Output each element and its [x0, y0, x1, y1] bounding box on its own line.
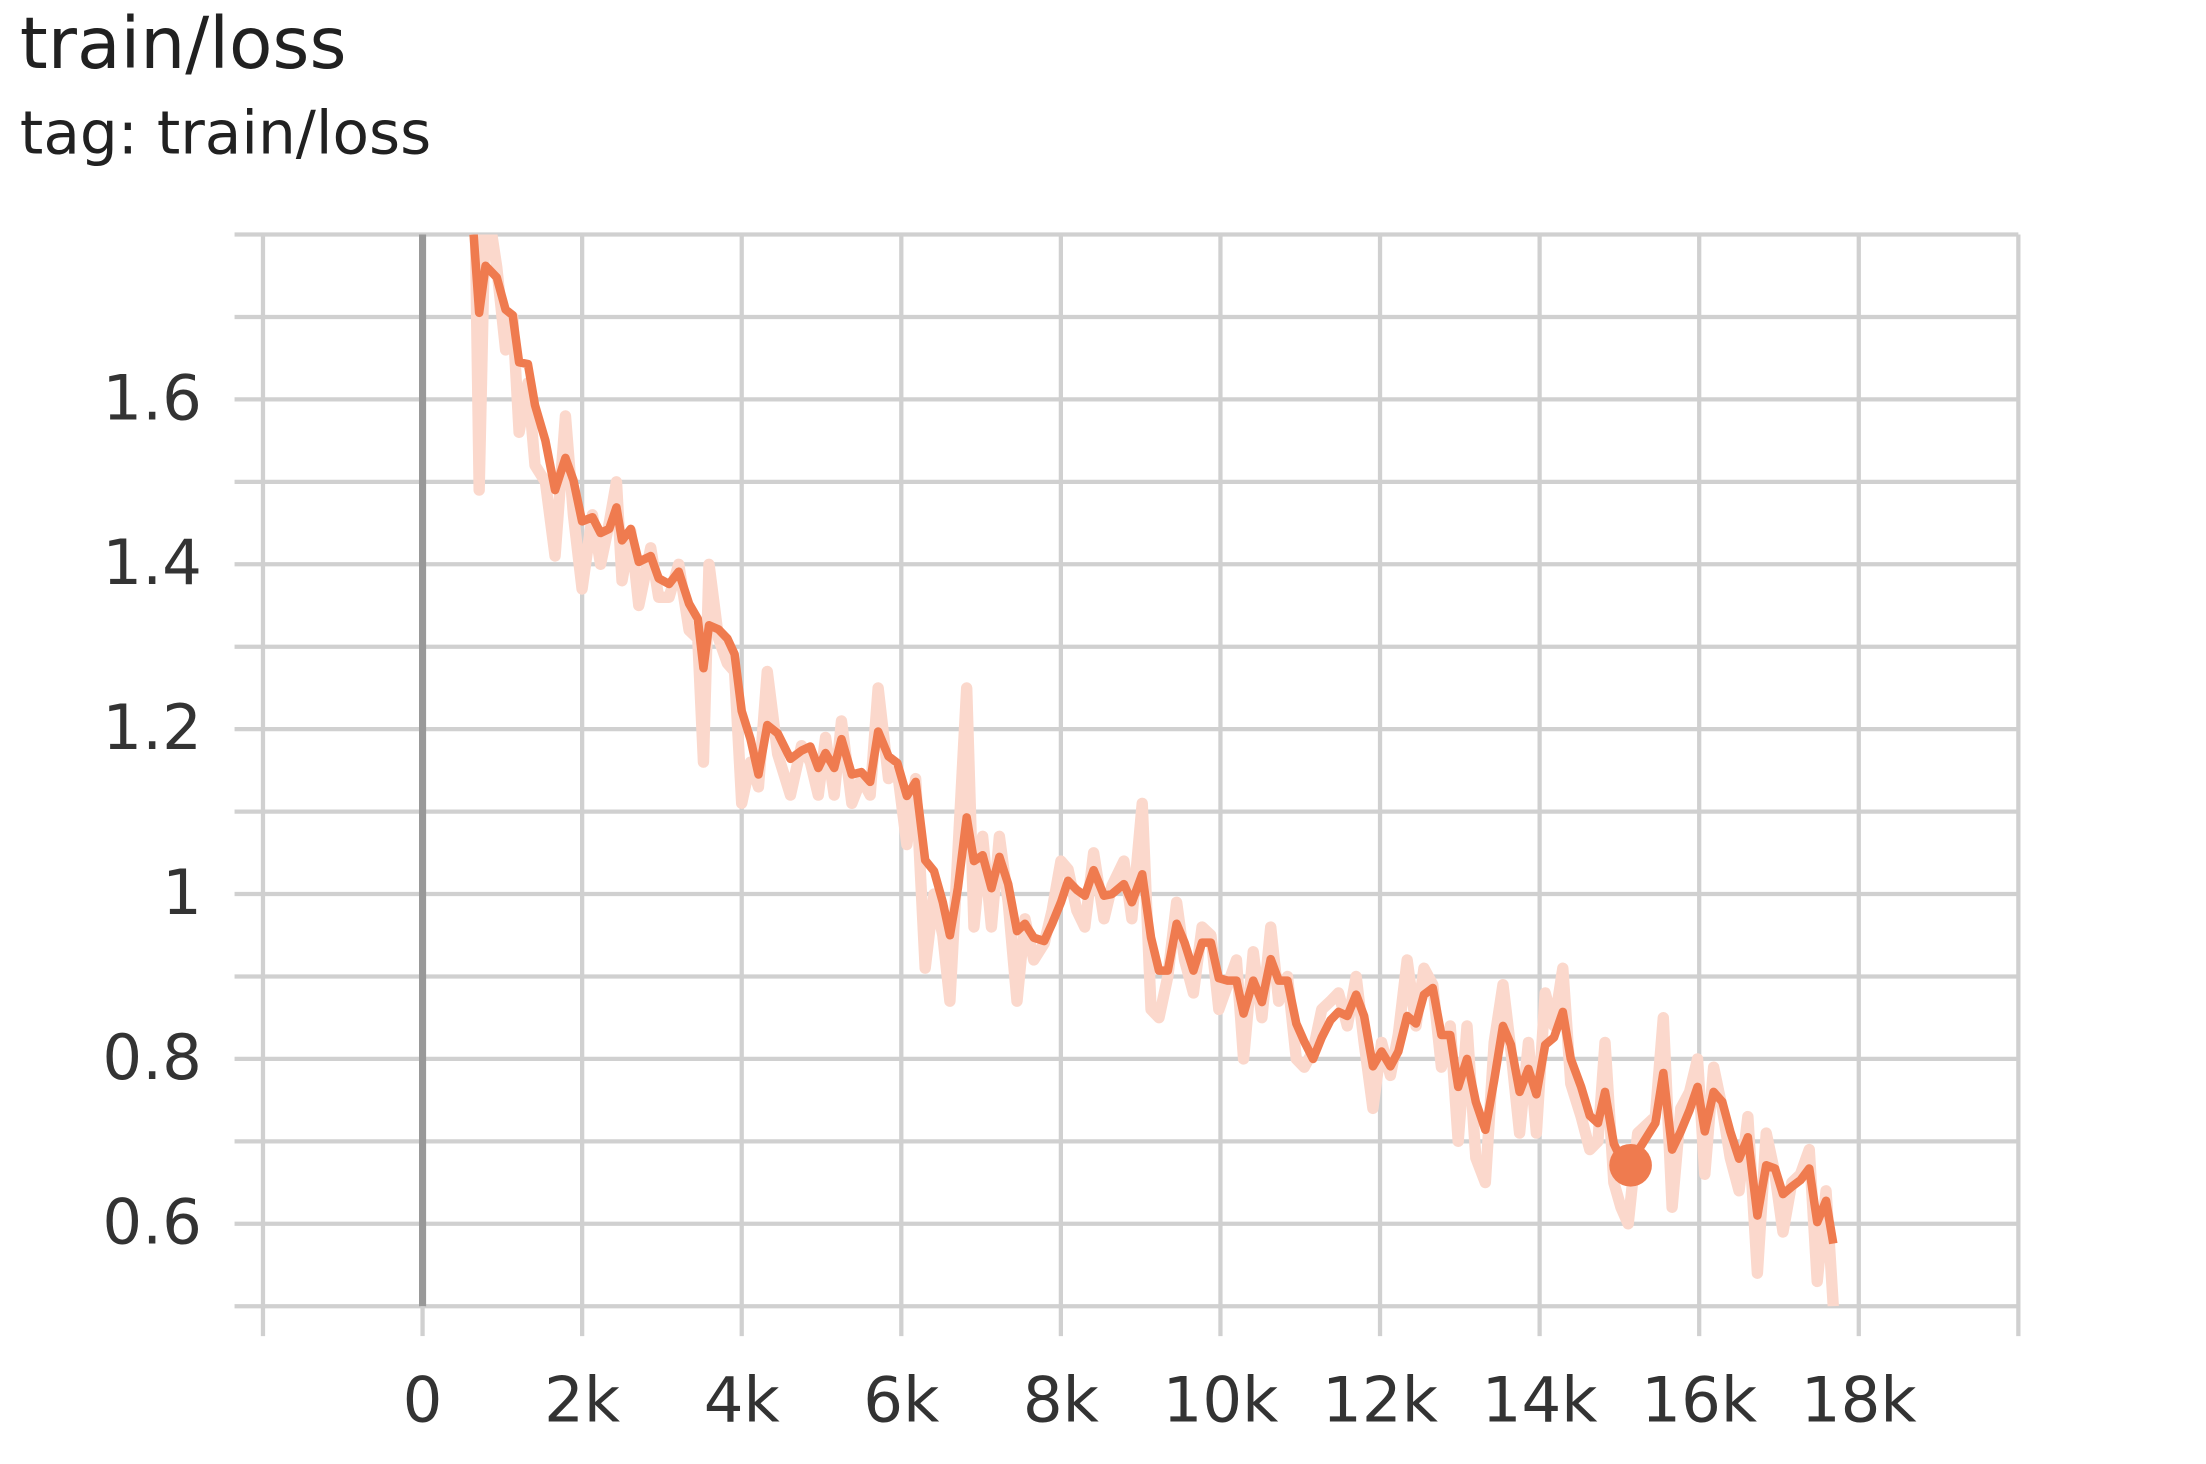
chart-subtitle: tag: train/loss — [20, 100, 431, 169]
x-tick-label: 0 — [403, 1363, 443, 1436]
y-tick-label: 1.6 — [102, 361, 201, 434]
y-tick-label: 0.6 — [102, 1186, 201, 1259]
y-tick-label: 1.2 — [102, 691, 201, 764]
y-tick-label: 1 — [162, 856, 202, 929]
plot-area — [469, 234, 1839, 1307]
chart-title: train/loss — [20, 2, 347, 85]
y-tick-label: 0.8 — [102, 1021, 201, 1094]
x-tick-label: 4k — [704, 1363, 781, 1436]
x-tick-label: 2k — [544, 1363, 621, 1436]
x-tick-label: 10k — [1163, 1363, 1280, 1436]
x-tick-label: 8k — [1023, 1363, 1100, 1436]
x-tick-label: 14k — [1482, 1363, 1599, 1436]
x-tick-label: 18k — [1801, 1363, 1918, 1436]
grid — [234, 232, 2021, 1337]
x-tick-label: 16k — [1641, 1363, 1758, 1436]
x-tick-label: 12k — [1322, 1363, 1439, 1436]
highlight-point — [1609, 1143, 1652, 1187]
y-tick-label: 1.4 — [102, 526, 201, 599]
smoothed-line — [469, 234, 1838, 1245]
raw-line — [469, 234, 1839, 1307]
x-tick-label: 6k — [863, 1363, 940, 1436]
